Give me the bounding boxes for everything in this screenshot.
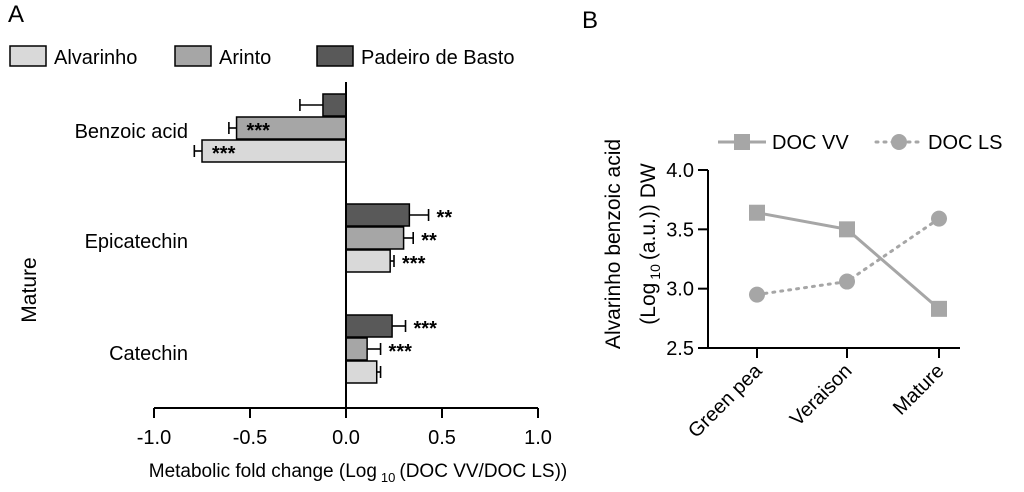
marker-1-0 bbox=[749, 286, 765, 303]
y-axis-label: Mature bbox=[18, 257, 41, 322]
x-tick-label-1: -0.5 bbox=[233, 427, 267, 449]
chart-panel-a: A Alvarinho Arinto Padeiro de Basto******B… bbox=[8, 1, 567, 485]
legend-swatch-2 bbox=[316, 45, 354, 67]
y-tick-label-2: 3.5 bbox=[666, 219, 694, 241]
bar-2-1 bbox=[345, 337, 368, 361]
bar-2-2 bbox=[345, 314, 393, 338]
bar-1-2 bbox=[345, 203, 411, 227]
category-label-0: Benzoic acid bbox=[75, 121, 188, 143]
legend-marker-1 bbox=[891, 134, 907, 150]
marker-0-2 bbox=[931, 300, 947, 317]
significance-0-0: *** bbox=[212, 143, 236, 165]
bar-0-2 bbox=[322, 93, 347, 117]
chart-panel-b: B 2.5 3.0 3.5 4.0 Green pea Veraison Mature DOC… bbox=[582, 7, 1002, 442]
marker-1-2 bbox=[931, 210, 947, 227]
significance-1-0: *** bbox=[402, 253, 426, 275]
x-axis-label-main: Metabolic fold change (Log bbox=[149, 461, 377, 482]
y-axis-label-line1: Alvarinho benzoic acid bbox=[602, 139, 625, 349]
significance-1-1: ** bbox=[421, 230, 437, 252]
legend-label-2: Padeiro de Basto bbox=[361, 47, 514, 69]
legend-label-0: DOC VV bbox=[772, 132, 849, 154]
legend-swatch-1 bbox=[174, 45, 212, 67]
y-axis-label-line2-subscript: 10 bbox=[647, 264, 663, 280]
x-tick-label-3: 0.5 bbox=[428, 427, 456, 449]
x-tick-label-4: 1.0 bbox=[524, 427, 552, 449]
x-axis-label-subscript: 10 bbox=[381, 470, 395, 485]
x-tick-label-1: Veraison bbox=[786, 360, 857, 431]
panel-letter-b: B bbox=[582, 7, 598, 34]
bar-2-0 bbox=[345, 360, 378, 384]
legend-label-0: Alvarinho bbox=[54, 47, 137, 69]
x-axis-label-end: (DOC VV/DOC LS)) bbox=[399, 461, 567, 482]
x-tick-label-0: Green pea bbox=[684, 359, 767, 442]
significance-2-2: *** bbox=[414, 318, 438, 340]
category-label-1: Epicatechin bbox=[85, 231, 188, 253]
marker-1-1 bbox=[839, 273, 855, 290]
x-axis-label: Metabolic fold change (Log 10 (DOC VV/DOC … bbox=[149, 461, 567, 485]
bar-1-1 bbox=[345, 226, 405, 250]
legend-label-1: Arinto bbox=[219, 47, 271, 69]
y-axis-label-line2-main: (Log bbox=[637, 283, 660, 325]
y-tick-label-1: 3.0 bbox=[666, 279, 694, 301]
x-tick-label-2: 0.0 bbox=[332, 427, 360, 449]
legend-label-1: DOC LS bbox=[928, 132, 1002, 154]
significance-0-1: *** bbox=[247, 120, 271, 142]
significance-1-2: ** bbox=[437, 207, 453, 229]
x-tick-label-0: -1.0 bbox=[137, 427, 171, 449]
y-axis-label-line2-end: (a.u.)) DW bbox=[637, 163, 660, 260]
marker-0-0 bbox=[749, 204, 765, 221]
y-tick-label-3: 4.0 bbox=[666, 160, 694, 182]
bar-1-0 bbox=[345, 249, 391, 273]
legend-swatch-0 bbox=[9, 45, 47, 67]
panel-letter-a: A bbox=[8, 1, 24, 28]
y-axis-label-line2: (Log 10 (a.u.)) DW bbox=[637, 163, 663, 325]
category-label-2: Catechin bbox=[109, 343, 188, 365]
legend-marker-0 bbox=[734, 134, 750, 150]
y-tick-label-0: 2.5 bbox=[666, 338, 694, 360]
marker-0-1 bbox=[839, 221, 855, 238]
x-tick-label-2: Mature bbox=[889, 360, 949, 420]
significance-2-1: *** bbox=[389, 341, 413, 363]
